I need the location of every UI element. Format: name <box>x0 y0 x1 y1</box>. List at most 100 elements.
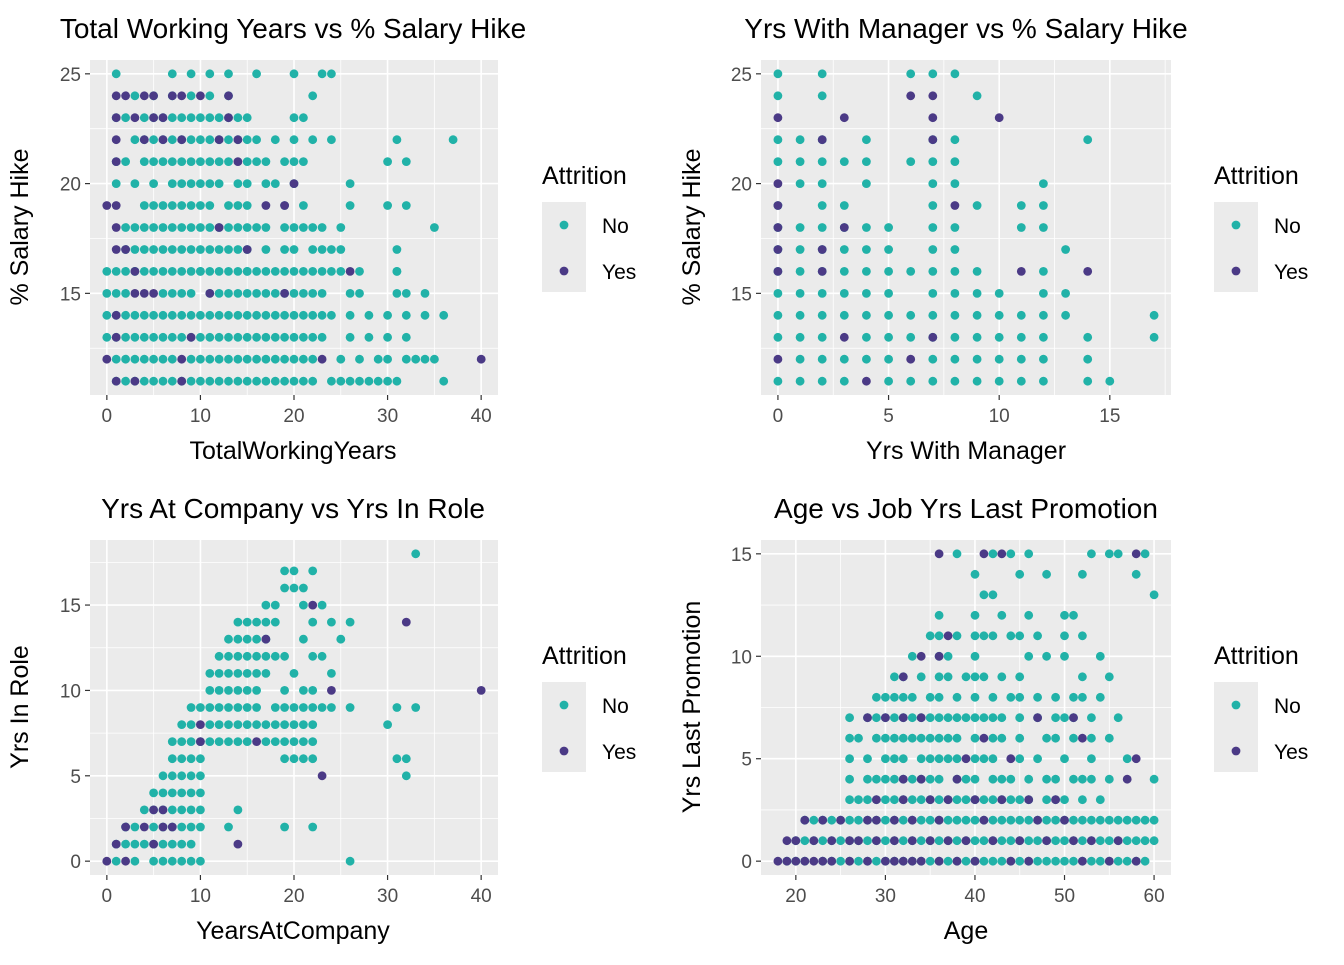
data-point <box>299 201 308 210</box>
data-point <box>839 157 849 167</box>
data-point <box>872 692 881 702</box>
data-point <box>863 856 872 866</box>
data-point <box>817 310 827 320</box>
data-point <box>791 836 801 846</box>
y-tick-label: 25 <box>731 65 752 86</box>
data-point <box>233 805 243 815</box>
data-point <box>1060 651 1069 661</box>
data-point <box>111 91 121 101</box>
data-point <box>214 376 224 386</box>
data-point <box>979 672 989 682</box>
data-point <box>205 703 215 712</box>
y-axis-label: Yrs Last Promotion <box>678 601 706 814</box>
data-point <box>167 805 177 815</box>
data-point <box>327 617 336 627</box>
data-point <box>327 669 336 678</box>
data-point <box>224 267 233 276</box>
data-point <box>1095 856 1105 866</box>
data-point <box>177 157 187 167</box>
data-point <box>383 354 392 364</box>
data-point <box>299 267 308 276</box>
data-point <box>102 856 112 866</box>
data-point <box>817 135 827 145</box>
data-point <box>928 267 938 276</box>
data-point <box>196 267 205 276</box>
data-point <box>925 836 935 846</box>
data-point <box>795 179 805 189</box>
data-point <box>167 354 177 364</box>
data-point <box>167 332 177 342</box>
data-point <box>261 245 271 254</box>
data-point <box>233 113 243 123</box>
data-point <box>1024 815 1034 825</box>
data-point <box>881 815 890 825</box>
data-point <box>827 856 837 866</box>
data-point <box>907 774 917 784</box>
data-point <box>795 245 805 254</box>
data-point <box>308 617 318 627</box>
data-point <box>1140 836 1150 846</box>
data-point <box>881 774 890 784</box>
data-point <box>130 179 140 189</box>
data-point <box>934 692 944 702</box>
data-point <box>345 201 355 210</box>
data-point <box>961 713 971 723</box>
data-point <box>1015 856 1025 866</box>
data-point <box>280 223 289 232</box>
x-tick-label: 30 <box>377 406 398 427</box>
data-point <box>392 267 402 276</box>
data-point <box>994 289 1004 298</box>
data-point <box>392 754 402 764</box>
data-point <box>102 267 112 276</box>
data-point <box>205 354 215 364</box>
data-point <box>167 157 177 167</box>
legend: Attrition No Yes <box>1214 162 1308 292</box>
data-point <box>1104 856 1114 866</box>
series-yes <box>102 600 486 866</box>
data-point <box>167 822 177 832</box>
data-point <box>102 310 112 320</box>
data-point <box>214 651 224 661</box>
data-point <box>345 703 355 712</box>
data-point <box>818 836 828 846</box>
data-point <box>186 720 196 729</box>
data-point <box>252 634 261 644</box>
data-point <box>289 703 299 712</box>
data-point <box>839 267 849 276</box>
data-point <box>252 69 261 79</box>
data-point <box>373 376 383 386</box>
data-point <box>252 267 261 276</box>
x-tick-label: 50 <box>1054 886 1075 907</box>
data-point <box>961 754 971 764</box>
data-point <box>345 289 355 298</box>
x-tick-label: 0 <box>102 406 113 427</box>
data-point <box>1140 815 1150 825</box>
data-point <box>177 754 187 764</box>
data-point <box>289 376 299 386</box>
data-point <box>1105 376 1115 386</box>
data-point <box>224 69 233 79</box>
data-point <box>809 815 819 825</box>
data-point <box>782 836 792 846</box>
data-point <box>242 289 252 298</box>
x-tick-label: 40 <box>964 886 985 907</box>
data-point <box>186 856 196 866</box>
data-point <box>898 795 908 805</box>
data-point <box>979 836 989 846</box>
data-point <box>988 754 998 764</box>
data-point <box>430 223 439 232</box>
x-tick-label: 30 <box>377 886 398 907</box>
data-point <box>1039 289 1048 298</box>
data-point <box>149 856 159 866</box>
data-point <box>839 376 849 386</box>
data-point <box>1083 135 1093 145</box>
data-point <box>121 839 130 849</box>
x-axis-label: Age <box>944 917 988 945</box>
data-point <box>224 332 233 342</box>
data-point <box>1122 836 1132 846</box>
data-point <box>121 354 130 364</box>
data-point <box>224 669 233 678</box>
data-point <box>205 113 215 123</box>
data-point <box>205 332 215 342</box>
